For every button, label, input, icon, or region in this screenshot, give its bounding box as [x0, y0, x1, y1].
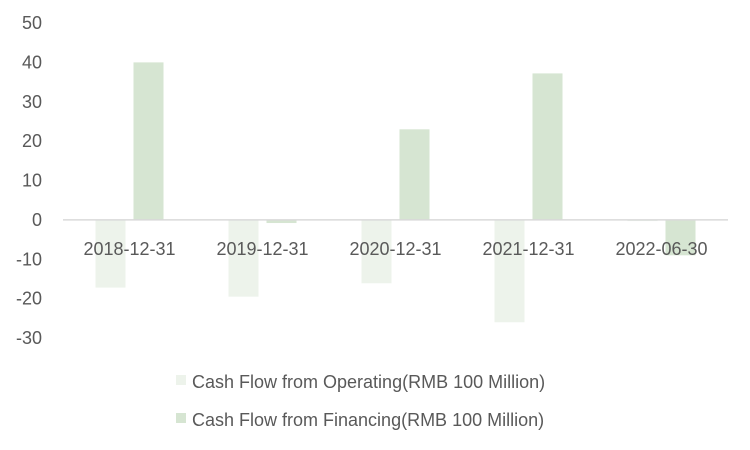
bar-operating [95, 219, 126, 288]
legend: Cash Flow from Operating(RMB 100 Million… [176, 372, 545, 430]
x-category-label: 2018-12-31 [83, 239, 175, 259]
bar-operating [228, 219, 259, 297]
bar-financing [399, 129, 430, 220]
x-category-label: 2021-12-31 [482, 239, 574, 259]
y-tick-label: 10 [22, 171, 42, 191]
legend-swatch [176, 375, 186, 385]
bar-financing [133, 62, 164, 220]
y-tick-label: -30 [16, 328, 42, 348]
y-tick-label: 0 [32, 210, 42, 230]
legend-swatch [176, 413, 186, 423]
x-axis-category-labels: 2018-12-31 2019-12-31 2020-12-31 2021-12-31… [83, 239, 707, 259]
y-tick-label: -10 [16, 249, 42, 269]
y-tick-label: 30 [22, 92, 42, 112]
y-tick-label: 40 [22, 52, 42, 72]
bar-financing [665, 219, 696, 256]
x-category-label: 2019-12-31 [216, 239, 308, 259]
bar-operating [494, 219, 525, 323]
y-tick-label: 50 [22, 13, 42, 33]
legend-label: Cash Flow from Financing(RMB 100 Million… [192, 410, 544, 430]
x-category-label: 2020-12-31 [349, 239, 441, 259]
bar-operating [361, 219, 392, 284]
bar-financing [266, 219, 297, 224]
y-tick-label: -20 [16, 289, 42, 309]
legend-label: Cash Flow from Operating(RMB 100 Million… [192, 372, 545, 392]
y-axis-tick-labels: -30 -20 -10 0 10 20 30 40 50 [16, 13, 42, 348]
x-category-label: 2022-06-30 [615, 239, 707, 259]
y-tick-label: 20 [22, 131, 42, 151]
bar-financing [532, 73, 563, 220]
bars [95, 62, 696, 323]
